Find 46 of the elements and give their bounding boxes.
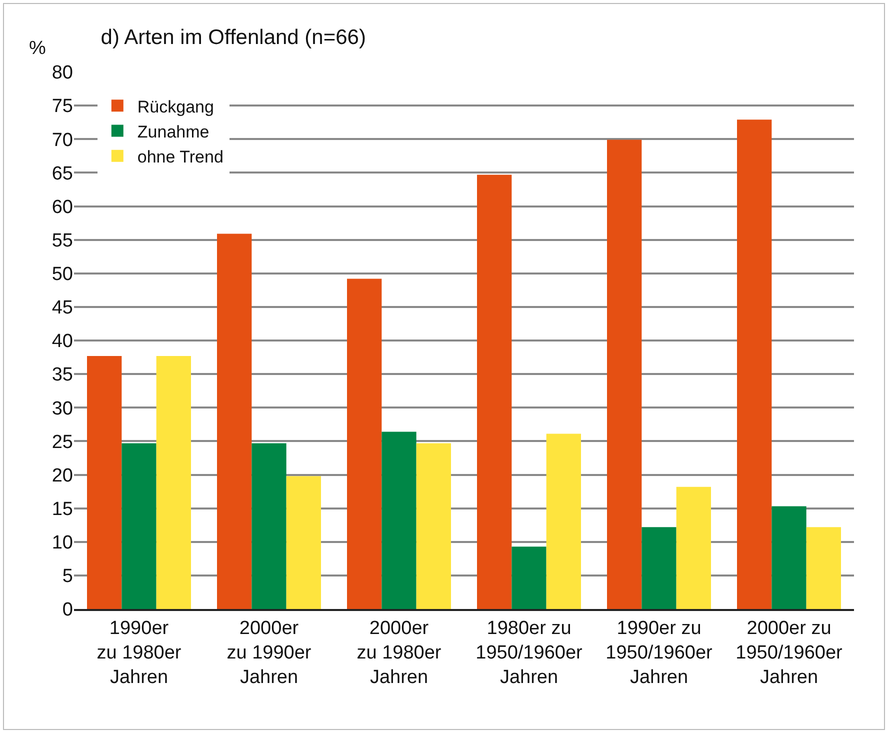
y-tick-label: 45 [52, 298, 73, 319]
x-tick-label: 2000er zu 1990er Jahren [226, 618, 312, 688]
bar [642, 527, 676, 609]
bar [87, 356, 122, 609]
bar [607, 140, 642, 609]
bar [217, 234, 252, 609]
bar [772, 506, 806, 609]
y-tick-label: 80 [52, 62, 73, 84]
x-tick-label: 2000er zu 1980er Jahren [356, 618, 442, 688]
y-tick-label: 50 [52, 264, 73, 286]
x-tick-label: 1990er zu 1950/1960er Jahren [606, 618, 714, 688]
bar [416, 443, 451, 609]
y-tick-label: 15 [52, 498, 73, 520]
y-tick-label: 25 [52, 432, 73, 453]
y-tick-label: 70 [52, 130, 73, 151]
bar [477, 174, 512, 609]
y-tick-label: 30 [52, 398, 73, 420]
legend-label: ohne Trend [137, 147, 224, 166]
chart-title: d) Arten im Offenland (n=66) [100, 26, 366, 50]
y-tick-label: 40 [52, 331, 73, 352]
y-tick-label: 10 [52, 532, 73, 554]
bar [382, 432, 416, 609]
bar [156, 356, 191, 609]
bar [286, 476, 321, 609]
bar [347, 278, 382, 609]
y-tick-label: 5 [62, 566, 73, 588]
y-tick-label: 20 [52, 465, 73, 486]
bar [122, 443, 156, 609]
legend-label: Zunahme [137, 122, 210, 142]
y-tick-label: 0 [62, 600, 73, 621]
bar [737, 120, 772, 609]
y-tick-label: 75 [52, 96, 73, 118]
bar [546, 434, 581, 609]
x-tick-label: 1980er zu 1950/1960er Jahren [476, 618, 584, 688]
bar [252, 443, 286, 609]
y-tick-label: 35 [52, 364, 73, 386]
bar [512, 546, 546, 609]
x-tick-label: 2000er zu 1950/1960er Jahren [736, 618, 844, 688]
x-tick-label: 1990er zu 1980er Jahren [96, 618, 182, 688]
y-tick-label: 55 [52, 230, 73, 252]
bar [676, 486, 711, 609]
y-tick-label: 60 [52, 196, 73, 218]
y-axis-title: % [29, 38, 46, 59]
bar [806, 527, 841, 609]
y-tick-label: 65 [52, 163, 73, 184]
legend-label: Rückgang [137, 97, 214, 116]
